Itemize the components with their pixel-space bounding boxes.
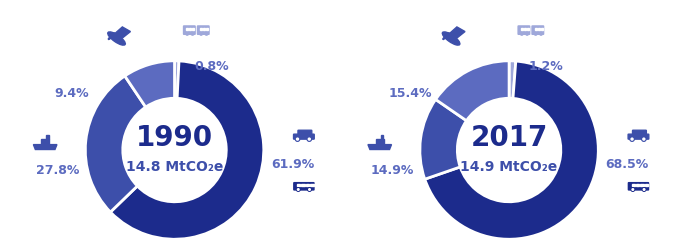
Bar [523,29,526,31]
Wedge shape [509,61,516,99]
FancyBboxPatch shape [298,131,312,136]
Circle shape [632,189,634,191]
Text: 61.9%: 61.9% [271,157,314,170]
Wedge shape [436,61,509,121]
Circle shape [643,189,645,191]
Polygon shape [33,145,57,150]
Text: 0.8%: 0.8% [194,59,229,73]
Polygon shape [368,145,392,150]
Bar [192,29,194,31]
Wedge shape [174,61,179,99]
FancyBboxPatch shape [376,139,383,145]
Circle shape [191,34,194,36]
Circle shape [200,34,202,36]
Bar [636,184,639,186]
Circle shape [630,137,634,142]
Text: 9.4%: 9.4% [54,86,89,99]
Bar [541,29,542,31]
Bar [297,184,300,186]
Bar [302,184,305,186]
FancyBboxPatch shape [532,27,544,35]
Circle shape [296,188,300,192]
Circle shape [186,34,188,36]
FancyBboxPatch shape [197,27,209,35]
Circle shape [642,137,646,142]
FancyBboxPatch shape [629,183,648,190]
Bar [200,29,202,31]
Circle shape [296,139,298,141]
Text: 14.9 MtCO₂e: 14.9 MtCO₂e [461,160,558,173]
Polygon shape [109,34,116,41]
FancyBboxPatch shape [632,131,646,136]
Bar [186,29,188,31]
Text: 27.8%: 27.8% [36,164,79,176]
Circle shape [309,189,310,191]
Text: 1.2%: 1.2% [529,59,563,73]
Bar [310,184,314,186]
FancyBboxPatch shape [183,27,195,35]
Wedge shape [420,100,466,179]
Text: 14.8 MtCO₂e: 14.8 MtCO₂e [126,160,223,173]
Circle shape [643,139,645,141]
Bar [527,29,528,31]
Bar [537,29,539,31]
Circle shape [308,188,312,192]
Bar [521,29,523,31]
Circle shape [631,139,633,141]
Circle shape [526,34,528,36]
Circle shape [296,137,300,142]
Text: 15.4%: 15.4% [389,86,432,99]
Text: 68.5%: 68.5% [606,157,649,170]
Polygon shape [443,34,451,41]
Bar [381,135,383,139]
Circle shape [307,137,312,142]
Wedge shape [110,62,263,239]
Wedge shape [125,61,174,108]
Polygon shape [112,28,130,42]
Bar [46,135,49,139]
FancyBboxPatch shape [628,135,649,140]
Circle shape [539,34,542,36]
Bar [631,184,635,186]
FancyBboxPatch shape [41,139,49,145]
FancyBboxPatch shape [293,135,314,140]
Bar [189,29,191,31]
Wedge shape [85,77,146,212]
Bar [306,184,309,186]
Circle shape [643,188,646,192]
Ellipse shape [443,33,460,46]
Bar [206,29,208,31]
Bar [641,184,643,186]
Circle shape [205,34,208,36]
Circle shape [631,188,634,192]
Bar [645,184,648,186]
Wedge shape [424,62,598,239]
Text: 1990: 1990 [136,123,213,151]
Text: 2017: 2017 [470,123,548,151]
Text: 14.9%: 14.9% [371,164,414,176]
Circle shape [521,34,523,36]
Ellipse shape [108,33,125,46]
Bar [535,29,537,31]
Polygon shape [447,28,465,42]
Circle shape [535,34,537,36]
Bar [203,29,205,31]
Circle shape [298,189,299,191]
FancyBboxPatch shape [518,27,530,35]
Circle shape [308,139,310,141]
FancyBboxPatch shape [294,183,314,190]
